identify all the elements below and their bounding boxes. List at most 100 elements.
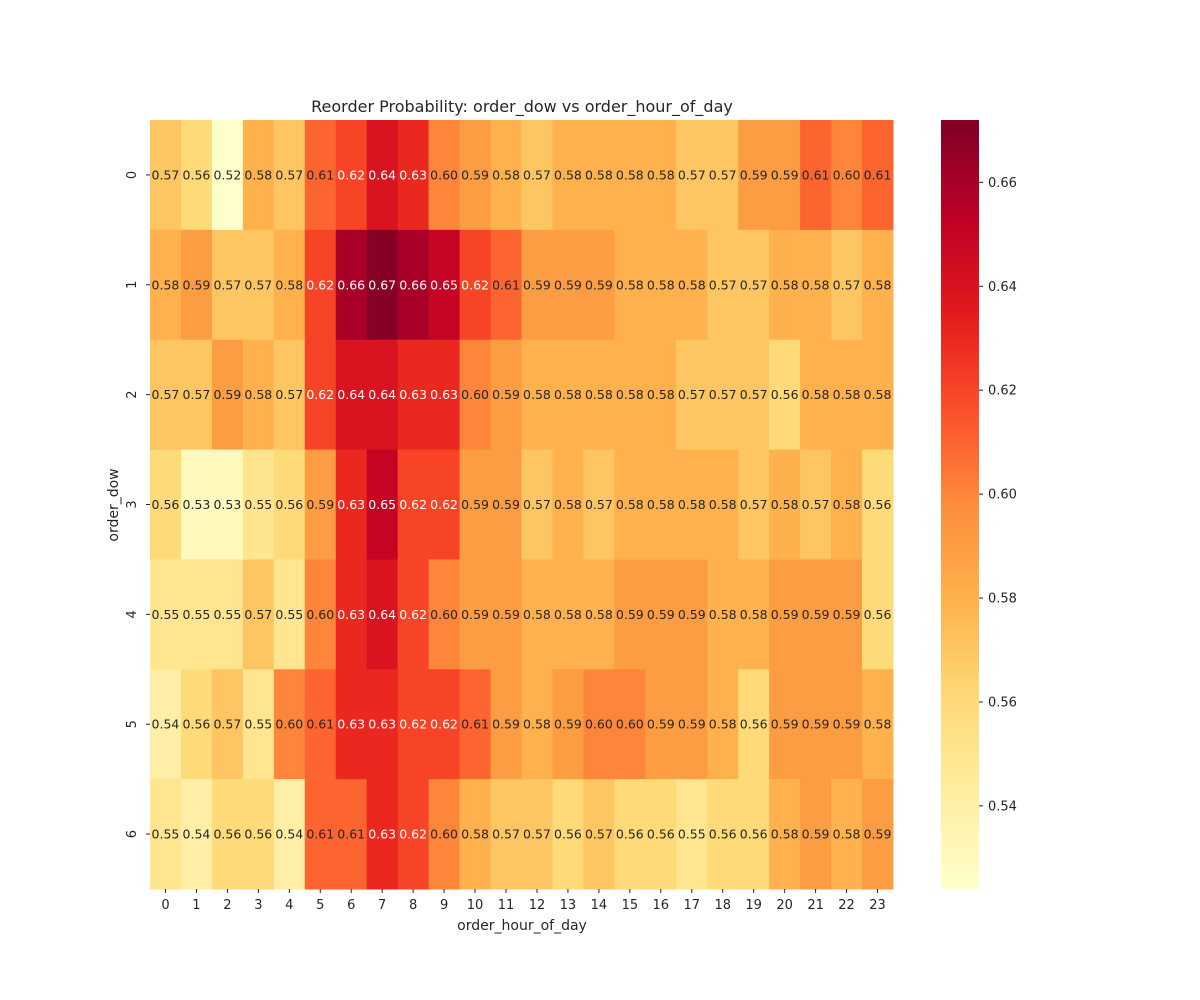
heatmap-cell [707, 229, 739, 341]
heatmap-cell [738, 229, 770, 341]
heatmap-cell [831, 779, 863, 890]
heatmap-cell [428, 779, 461, 890]
heatmap-cell [676, 120, 708, 231]
y-tick-label: 0 [125, 171, 140, 179]
heatmap-cell [769, 779, 801, 890]
heatmap-cell [211, 229, 244, 341]
heatmap-cell [583, 449, 615, 560]
heatmap-cell [211, 669, 244, 780]
x-tick-label: 12 [529, 898, 546, 913]
heatmap-cell [211, 779, 244, 890]
heatmap-cell [150, 559, 182, 670]
x-tick-label: 6 [347, 898, 355, 913]
cell-value-label: 0.57 [213, 717, 241, 732]
heatmap-cell [800, 229, 832, 341]
heatmap-cell [242, 120, 275, 231]
heatmap-cell [614, 669, 646, 780]
cell-value-label: 0.58 [864, 387, 892, 402]
cell-value-label: 0.58 [864, 717, 892, 732]
cell-value-label: 0.62 [306, 387, 334, 402]
cell-value-label: 0.59 [740, 167, 768, 182]
heatmap-cell [273, 229, 306, 341]
cell-value-label: 0.63 [337, 717, 365, 732]
cell-value-label: 0.57 [802, 497, 830, 512]
cell-value-label: 0.56 [152, 497, 180, 512]
heatmap-cell [645, 120, 677, 231]
cell-value-label: 0.58 [647, 497, 675, 512]
cell-value-label: 0.59 [492, 607, 520, 622]
y-tick-label: 6 [125, 830, 140, 838]
heatmap-cell [211, 559, 244, 670]
y-axis-label: order_dow [106, 468, 122, 541]
heatmap-cell [707, 449, 739, 560]
heatmap-cell [800, 559, 832, 670]
cell-value-label: 0.58 [554, 497, 582, 512]
cell-value-label: 0.57 [709, 277, 737, 292]
cell-value-label: 0.58 [709, 607, 737, 622]
heatmap-cell [831, 229, 863, 341]
cell-value-label: 0.55 [244, 497, 272, 512]
heatmap-cell [552, 120, 584, 231]
heatmap-cell [428, 449, 461, 560]
heatmap-cell [645, 339, 677, 451]
x-tick-label: 1 [192, 898, 200, 913]
cell-value-label: 0.56 [709, 827, 737, 842]
cell-value-label: 0.58 [554, 387, 582, 402]
cell-value-label: 0.56 [183, 167, 211, 182]
cell-value-label: 0.54 [152, 717, 180, 732]
cell-value-label: 0.55 [244, 717, 272, 732]
cell-value-label: 0.57 [244, 277, 272, 292]
cell-value-label: 0.55 [152, 607, 180, 622]
cell-value-label: 0.59 [461, 607, 489, 622]
heatmap-cell [397, 449, 430, 560]
heatmap-cell [645, 449, 677, 560]
heatmap-cell [521, 229, 553, 341]
cell-value-label: 0.56 [740, 717, 768, 732]
cell-value-label: 0.59 [833, 607, 861, 622]
heatmap-cell [800, 669, 832, 780]
heatmap-cell [273, 339, 306, 451]
cell-value-label: 0.58 [554, 167, 582, 182]
heatmap-cell [180, 120, 213, 231]
cell-value-label: 0.58 [523, 387, 551, 402]
cell-value-label: 0.58 [585, 607, 613, 622]
heatmap-cell [459, 449, 492, 560]
cell-value-label: 0.56 [213, 827, 241, 842]
cell-value-label: 0.59 [771, 167, 799, 182]
cell-value-label: 0.60 [430, 167, 458, 182]
chart-title: Reorder Probability: order_dow vs order_… [311, 97, 733, 117]
heatmap-cell [242, 449, 275, 560]
cell-value-label: 0.66 [337, 277, 365, 292]
heatmap-cell [428, 669, 461, 780]
cell-value-label: 0.57 [709, 167, 737, 182]
heatmap-cell [273, 449, 306, 560]
x-tick-label: 21 [807, 898, 824, 913]
heatmap-cell [769, 449, 801, 560]
x-tick-label: 18 [714, 898, 731, 913]
heatmap-cell [707, 339, 739, 451]
cell-value-label: 0.57 [740, 497, 768, 512]
cell-value-label: 0.56 [183, 717, 211, 732]
heatmap-cell [676, 229, 708, 341]
cell-value-label: 0.62 [430, 717, 458, 732]
heatmap-cell [180, 339, 213, 451]
heatmap-cell [676, 779, 708, 890]
cell-value-label: 0.58 [864, 277, 892, 292]
heatmap-cell [397, 559, 430, 670]
y-tick-label: 4 [125, 610, 140, 618]
heatmap-cell [614, 120, 646, 231]
cell-value-label: 0.57 [740, 387, 768, 402]
heatmap-cell [552, 229, 584, 341]
cell-value-label: 0.63 [337, 497, 365, 512]
heatmap-cell [800, 449, 832, 560]
x-tick-label: 0 [161, 898, 169, 913]
heatmap-cell [366, 779, 399, 890]
cell-value-label: 0.61 [337, 827, 365, 842]
cell-value-label: 0.58 [492, 167, 520, 182]
cell-value-label: 0.60 [461, 387, 489, 402]
cell-value-label: 0.56 [554, 827, 582, 842]
heatmap-cell [366, 120, 399, 231]
cell-value-label: 0.62 [306, 277, 334, 292]
cell-value-label: 0.57 [275, 167, 303, 182]
cell-value-label: 0.58 [647, 387, 675, 402]
